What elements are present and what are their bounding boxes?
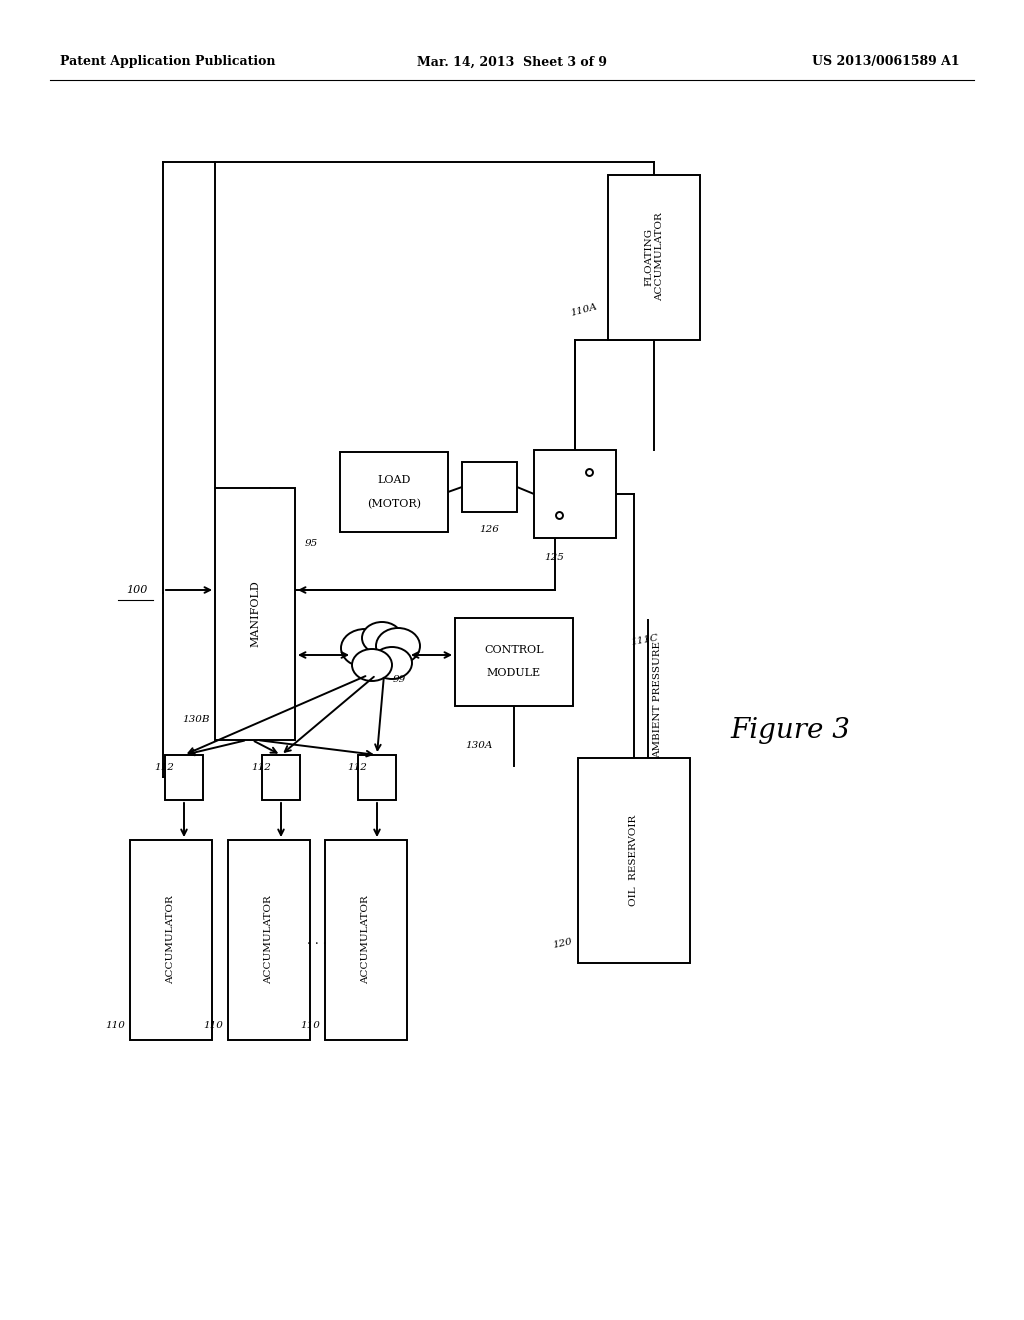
Text: ACCUMULATOR: ACCUMULATOR xyxy=(264,896,273,985)
Text: 99: 99 xyxy=(393,676,407,685)
Text: FLOATING
ACCUMULATOR: FLOATING ACCUMULATOR xyxy=(644,213,664,301)
Text: Patent Application Publication: Patent Application Publication xyxy=(60,55,275,69)
Text: 110: 110 xyxy=(203,1020,223,1030)
Bar xyxy=(608,176,700,341)
Text: 100: 100 xyxy=(127,585,148,595)
Text: LOAD: LOAD xyxy=(377,475,411,484)
Text: ACCUMULATOR: ACCUMULATOR xyxy=(361,896,371,985)
Ellipse shape xyxy=(372,647,412,678)
Text: 110: 110 xyxy=(300,1020,319,1030)
Bar xyxy=(325,840,407,1040)
Bar xyxy=(215,488,295,741)
Bar xyxy=(130,840,212,1040)
Ellipse shape xyxy=(376,628,420,664)
Text: CONTROL: CONTROL xyxy=(484,645,544,655)
Text: ACCUMULATOR: ACCUMULATOR xyxy=(167,896,175,985)
Text: 130B: 130B xyxy=(182,715,210,725)
Text: AMBIENT PRESSURE: AMBIENT PRESSURE xyxy=(653,642,663,759)
Text: MANIFOLD: MANIFOLD xyxy=(250,581,260,647)
Text: 95: 95 xyxy=(305,539,318,548)
Text: OIL  RESERVOIR: OIL RESERVOIR xyxy=(630,814,639,906)
Text: US 2013/0061589 A1: US 2013/0061589 A1 xyxy=(812,55,961,69)
Ellipse shape xyxy=(341,630,389,667)
Bar xyxy=(578,758,690,964)
Text: 111C: 111C xyxy=(630,634,659,647)
Text: 112: 112 xyxy=(347,763,367,771)
Bar xyxy=(228,840,310,1040)
Text: 130A: 130A xyxy=(465,742,493,751)
Text: (MOTOR): (MOTOR) xyxy=(367,499,421,510)
Bar xyxy=(262,755,300,800)
Text: 120: 120 xyxy=(552,936,573,949)
Ellipse shape xyxy=(352,649,392,681)
Text: Figure 3: Figure 3 xyxy=(730,717,850,743)
Text: Mar. 14, 2013  Sheet 3 of 9: Mar. 14, 2013 Sheet 3 of 9 xyxy=(417,55,607,69)
Ellipse shape xyxy=(362,622,402,653)
Text: . . .: . . . xyxy=(307,933,327,946)
Text: 110A: 110A xyxy=(569,302,598,318)
Text: MODULE: MODULE xyxy=(487,668,541,678)
Bar xyxy=(462,462,517,512)
Text: 112: 112 xyxy=(154,763,174,771)
Bar xyxy=(455,618,573,706)
Text: 126: 126 xyxy=(479,525,499,535)
Text: 125: 125 xyxy=(544,553,564,562)
Text: 110: 110 xyxy=(105,1020,125,1030)
Bar xyxy=(340,451,449,532)
Bar xyxy=(358,755,396,800)
Bar xyxy=(165,755,203,800)
Text: 112: 112 xyxy=(251,763,271,771)
Bar xyxy=(534,450,616,539)
